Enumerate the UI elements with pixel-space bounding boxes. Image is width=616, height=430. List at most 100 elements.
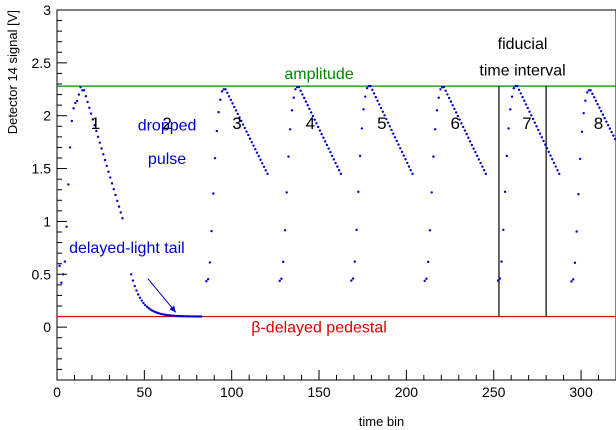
data-point (374, 95, 378, 99)
data-points (58, 84, 616, 318)
data-point (192, 315, 196, 318)
data-point (93, 124, 96, 127)
data-point (507, 127, 510, 130)
data-point (558, 172, 561, 176)
data-point (74, 101, 77, 105)
data-point (194, 315, 198, 318)
data-point (353, 260, 357, 263)
data-point (259, 158, 262, 161)
data-point (325, 143, 329, 147)
data-point (575, 230, 578, 233)
data-point (467, 136, 470, 139)
data-point (598, 106, 601, 109)
data-point (121, 217, 124, 220)
data-point (572, 278, 575, 281)
data-point (96, 135, 100, 139)
data-point (217, 111, 220, 114)
fiducial-label-line2: time interval (479, 63, 565, 80)
data-point (213, 156, 217, 160)
data-point (245, 130, 248, 133)
data-point (178, 314, 182, 318)
data-point (208, 261, 212, 264)
data-point (482, 169, 486, 172)
data-point (182, 315, 185, 318)
data-point (378, 103, 381, 106)
data-point (116, 199, 119, 203)
data-point (334, 161, 337, 165)
data-point (385, 117, 388, 121)
data-point (554, 165, 557, 168)
data-point (538, 132, 542, 135)
data-point (393, 136, 397, 139)
data-point (248, 137, 252, 140)
x-tick-label: 250 (482, 384, 506, 400)
data-point (144, 303, 147, 307)
data-point (514, 84, 517, 88)
data-point (500, 260, 503, 263)
x-axis-label: time bin (359, 414, 405, 429)
data-point (517, 88, 521, 91)
data-point (79, 85, 82, 89)
data-point (461, 125, 465, 129)
data-point (521, 95, 524, 99)
data-point (210, 229, 213, 233)
y-tick-label: 2 (43, 108, 51, 124)
data-point (309, 111, 313, 114)
data-point (107, 170, 110, 173)
data-point (109, 176, 112, 179)
data-point (185, 315, 189, 318)
data-point (358, 154, 362, 158)
pulse-label: 5 (377, 114, 386, 133)
data-point (332, 158, 336, 161)
data-point (496, 279, 500, 282)
data-point (585, 91, 589, 94)
data-point (187, 315, 191, 318)
data-point (295, 85, 299, 89)
data-point (463, 129, 467, 132)
data-point (60, 281, 63, 284)
x-tick-label: 200 (395, 384, 419, 400)
data-point (212, 192, 215, 195)
data-point (105, 164, 108, 168)
data-point (133, 284, 136, 288)
data-point (552, 161, 556, 165)
data-point (285, 191, 288, 194)
data-point (215, 129, 219, 133)
data-point (599, 110, 603, 113)
data-point (530, 114, 533, 117)
data-point (304, 100, 308, 103)
data-point (516, 84, 519, 88)
data-point (409, 169, 412, 172)
data-point (596, 103, 599, 106)
data-point (130, 273, 133, 276)
data-point (397, 143, 400, 146)
data-point (103, 158, 107, 162)
data-point (440, 85, 444, 89)
data-point (470, 143, 474, 147)
data-point (261, 162, 264, 165)
data-point (540, 136, 543, 139)
data-point (472, 147, 475, 150)
data-point (70, 119, 74, 123)
data-point (86, 100, 89, 104)
data-point (460, 122, 463, 125)
data-point (612, 134, 615, 137)
data-point (383, 114, 386, 117)
data-point (453, 107, 456, 111)
data-point (580, 130, 584, 134)
y-tick-label: 0.5 (32, 266, 52, 282)
x-tick-label: 150 (307, 384, 331, 400)
data-point (505, 154, 509, 158)
pulse-label: 8 (594, 114, 603, 133)
data-point (198, 315, 201, 318)
data-point (95, 129, 98, 133)
data-point (67, 183, 70, 186)
pulse-label: 4 (306, 114, 315, 133)
data-point (528, 110, 531, 113)
data-point (135, 289, 138, 292)
data-point (339, 172, 343, 176)
data-point (287, 155, 290, 158)
data-point (477, 158, 481, 161)
data-point (367, 84, 371, 88)
